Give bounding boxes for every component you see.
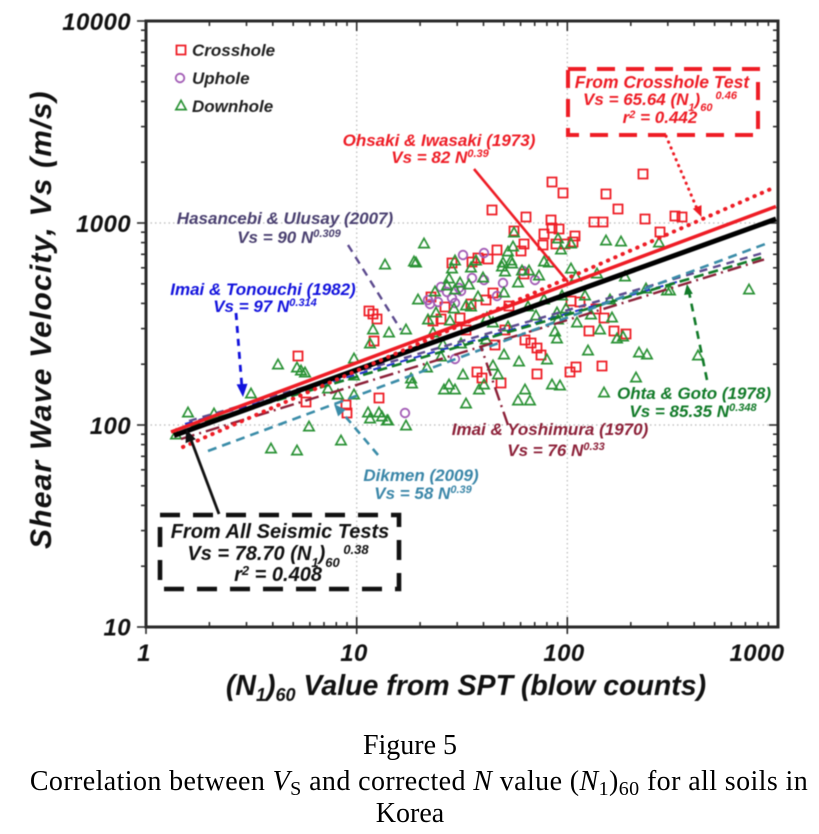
svg-text:Korea: Korea xyxy=(376,798,445,829)
svg-text:Vs = 58 N0.39: Vs = 58 N0.39 xyxy=(374,484,472,503)
svg-text:r2 = 0.408: r2 = 0.408 xyxy=(234,563,323,586)
svg-text:From All Seismic Tests: From All Seismic Tests xyxy=(171,521,390,543)
svg-text:Imai & Tonouchi (1982): Imai & Tonouchi (1982) xyxy=(170,280,356,299)
svg-text:Ohsaki & Iwasaki (1973): Ohsaki & Iwasaki (1973) xyxy=(343,131,536,150)
svg-text:Hasancebi & Ulusay (2007): Hasancebi & Ulusay (2007) xyxy=(177,209,394,228)
svg-text:Imai & Yoshimura (1970): Imai & Yoshimura (1970) xyxy=(452,420,649,439)
svg-text:Crosshole: Crosshole xyxy=(192,41,275,60)
svg-text:Vs = 76 N0.33: Vs = 76 N0.33 xyxy=(507,441,605,460)
svg-text:1000: 1000 xyxy=(76,211,131,238)
svg-text:(N1)60 Value from SPT (blow co: (N1)60 Value from SPT (blow counts) xyxy=(226,670,706,705)
svg-text:10: 10 xyxy=(104,615,132,642)
svg-text:Correlation between VS and cor: Correlation between VS and corrected N v… xyxy=(30,766,808,800)
svg-text:r2 = 0.442: r2 = 0.442 xyxy=(623,108,698,127)
svg-text:Dikmen (2009): Dikmen (2009) xyxy=(363,466,479,485)
svg-text:Shear Wave Velocity, Vs (m/s): Shear Wave Velocity, Vs (m/s) xyxy=(25,91,58,549)
svg-text:1: 1 xyxy=(137,640,151,667)
svg-text:Figure 5: Figure 5 xyxy=(363,730,457,761)
svg-text:10: 10 xyxy=(340,640,368,667)
svg-text:100: 100 xyxy=(543,640,584,667)
svg-text:Uphole: Uphole xyxy=(192,69,250,88)
svg-text:Vs = 85.35 N0.348: Vs = 85.35 N0.348 xyxy=(629,402,757,421)
svg-text:10000: 10000 xyxy=(62,9,131,36)
svg-text:1000: 1000 xyxy=(730,640,785,667)
svg-text:100: 100 xyxy=(90,413,131,440)
svg-text:Downhole: Downhole xyxy=(192,97,273,116)
svg-text:Ohta & Goto (1978): Ohta & Goto (1978) xyxy=(617,384,771,403)
svg-text:From Crosshole Test: From Crosshole Test xyxy=(575,72,751,92)
svg-text:Vs = 82 N0.39: Vs = 82 N0.39 xyxy=(391,148,489,167)
